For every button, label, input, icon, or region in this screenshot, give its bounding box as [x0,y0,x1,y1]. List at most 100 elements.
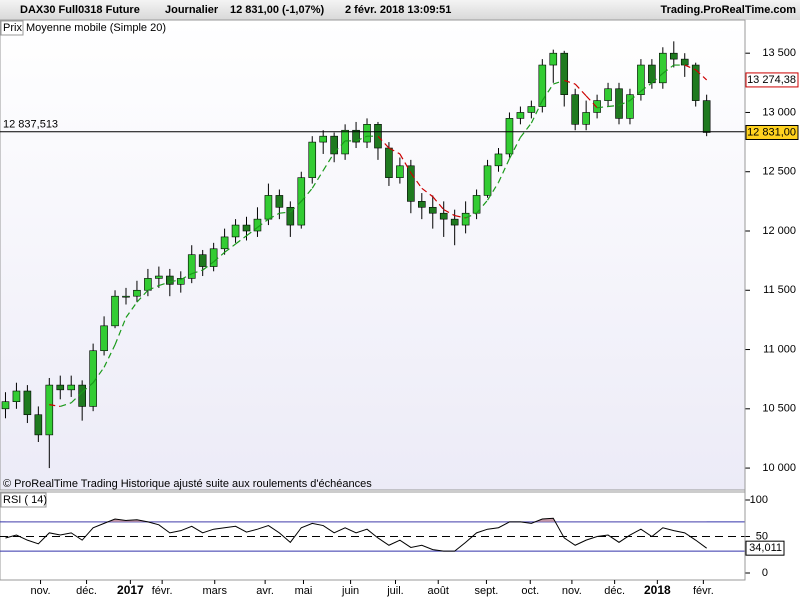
ma-segment [497,158,510,183]
candle-body [220,236,229,250]
candle-body [505,118,514,155]
rsi-line [5,517,707,552]
ma-segment [60,402,72,408]
x-tick-label: oct. [521,585,539,597]
candle-body [637,64,645,95]
candle-body [385,147,393,178]
ma-segment [202,261,215,271]
candle-body [582,112,590,125]
ma-segment [103,344,116,368]
y-tick-label: 12 500 [762,166,796,178]
y-tick-label: 12 000 [762,225,796,237]
x-tick-label: déc. [604,585,625,597]
ma-segment [618,100,631,106]
candle-body [45,384,54,436]
ma-segment [158,281,171,287]
ma-segment [541,83,554,101]
ma-segment [487,182,500,201]
ma-segment [410,172,423,189]
legend-box [0,20,24,36]
candle-body [198,254,207,267]
ma-last-box [745,72,799,88]
plot-area [1,41,711,469]
candle-body [133,289,141,297]
header-bar [0,0,800,20]
ma-segment [443,209,455,217]
candle-body [450,218,459,226]
candle-body [166,275,174,285]
candle-body [538,64,547,107]
candle-body [549,52,558,66]
ma-segment [695,69,708,81]
legend-box-label: Prix [3,22,22,34]
y-tick-label: 10 000 [762,462,796,474]
rsi-label-box [0,492,47,508]
ma-segment [268,212,280,220]
candle-body [615,88,623,119]
ma-segment [432,196,445,211]
candle-body [176,278,185,285]
y-tick-label: 10 500 [762,403,796,415]
ma-segment [640,82,653,92]
ma-segment [564,79,576,85]
rsi-last-box [745,540,785,556]
x-tick-label: mars [203,585,228,597]
candle-body [483,165,492,196]
candle-body [78,384,86,407]
candle-body [691,64,700,101]
x-tick-label: 2017 [117,583,144,597]
legend-ma: Moyenne mobile (Simple 20) [26,22,166,34]
candle-body [439,212,448,220]
x-tick-label: avr. [256,585,274,597]
candle-body [527,106,536,113]
ma-segment [213,251,225,263]
candle-body [560,52,569,95]
x-tick-label: juin [341,585,359,597]
candle-body [67,384,76,391]
candle-body [155,275,163,279]
rsi-title: RSI ( 14) [3,494,47,506]
quote: 12 831,00 (-1,07%) [230,4,325,16]
ma-segment [191,269,203,275]
ma-segment [377,135,390,149]
ma-segment [607,104,620,108]
ma-segment [388,147,401,155]
candle-body [659,52,667,84]
candle-body [352,129,360,143]
candle-body [286,206,295,226]
candle-body [418,201,426,208]
candle-body [363,124,371,143]
ma-segment [322,152,335,171]
candle-body [702,100,711,133]
y-tick-label: 11 000 [763,343,796,355]
last-price-label: 12 831,00 [747,126,796,138]
candle-body [111,295,119,327]
rsi-last-label: 34,011 [749,542,782,554]
ma-segment [662,64,675,74]
ma-segment [585,95,598,109]
candle-body [669,52,678,60]
ma-segment [508,137,521,159]
ma-segment [399,153,412,174]
ma-segment [81,382,94,393]
ma-segment [651,72,664,84]
ma-segment [70,391,83,404]
ma-segment [465,212,477,219]
ma-segment [180,273,193,281]
candle-body [461,212,470,226]
ma-segment [279,211,291,214]
candle-body [12,390,21,402]
ma-segment [530,100,543,124]
x-tick-label: déc. [76,585,97,597]
ma-segment [476,199,488,214]
candle-body [341,129,349,155]
candle-body [56,384,65,391]
ma-segment [597,105,609,109]
symbol: DAX30 Full0318 Future [20,4,140,16]
candle-body [494,153,503,167]
candle-body [593,100,601,113]
ma-segment [355,135,368,142]
ma-segment [629,90,642,102]
